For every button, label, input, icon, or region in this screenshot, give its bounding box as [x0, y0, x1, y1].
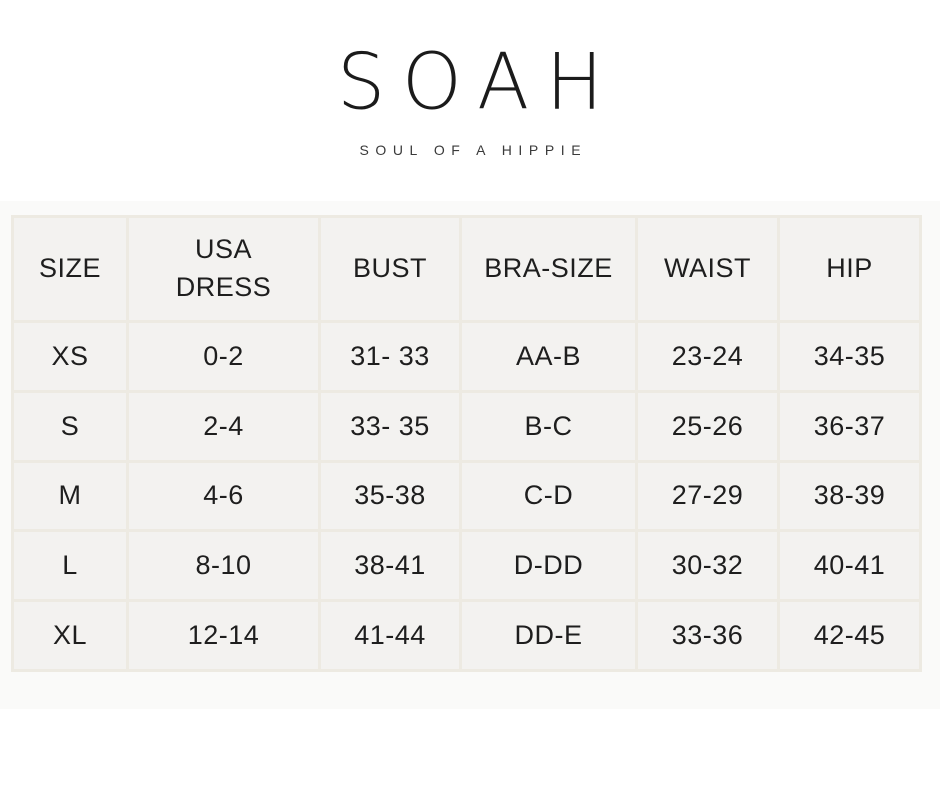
cell-usa-dress: 0-2	[126, 320, 321, 393]
cell-waist: 30-32	[635, 529, 780, 603]
cell-usa-dress: 4-6	[126, 459, 321, 533]
cell-bust: 35-38	[318, 459, 462, 533]
table-row-m: M 4-6 35-38 C-D 27-29 38-39	[11, 459, 922, 533]
column-header-bra-size: BRA-SIZE	[459, 215, 638, 323]
cell-hip: 38-39	[777, 459, 922, 533]
cell-hip: 40-41	[777, 529, 922, 603]
cell-bust: 38-41	[318, 529, 462, 603]
cell-bra-size: AA-B	[459, 320, 638, 393]
column-header-bust: BUST	[318, 215, 462, 323]
cell-size: XL	[11, 599, 129, 672]
brand-tagline: SOUL OF A HIPPIE	[359, 142, 588, 158]
table-row-xs: XS 0-2 31- 33 AA-B 23-24 34-35	[11, 320, 922, 393]
cell-usa-dress: 8-10	[126, 529, 321, 603]
cell-bra-size: B-C	[459, 389, 638, 463]
cell-size: M	[11, 459, 129, 533]
cell-hip: 36-37	[777, 389, 922, 463]
table-row-l: L 8-10 38-41 D-DD 30-32 40-41	[11, 529, 922, 603]
header-row: SIZE USA DRESS BUST BRA-SIZE WAIST HIP	[11, 215, 922, 323]
cell-size: L	[11, 529, 129, 603]
cell-waist: 25-26	[635, 389, 780, 463]
cell-size: XS	[11, 320, 129, 393]
cell-bra-size: DD-E	[459, 599, 638, 672]
cell-bust: 31- 33	[318, 320, 462, 393]
cell-bust: 41-44	[318, 599, 462, 672]
size-chart-table: SIZE USA DRESS BUST BRA-SIZE WAIST HIP X…	[11, 215, 922, 672]
column-header-size: SIZE	[11, 215, 129, 323]
cell-size: S	[11, 389, 129, 463]
cell-hip: 42-45	[777, 599, 922, 672]
cell-bust: 33- 35	[318, 389, 462, 463]
brand-header: SOAH SOUL OF A HIPPIE	[0, 0, 940, 201]
cell-usa-dress: 12-14	[126, 599, 321, 672]
cell-bra-size: D-DD	[459, 529, 638, 603]
cell-waist: 23-24	[635, 320, 780, 393]
size-chart-section: SIZE USA DRESS BUST BRA-SIZE WAIST HIP X…	[0, 201, 940, 709]
table-row-xl: XL 12-14 41-44 DD-E 33-36 42-45	[11, 599, 922, 672]
cell-waist: 27-29	[635, 459, 780, 533]
table-row-s: S 2-4 33- 35 B-C 25-26 36-37	[11, 389, 922, 463]
cell-waist: 33-36	[635, 599, 780, 672]
cell-hip: 34-35	[777, 320, 922, 393]
column-header-usa-dress: USA DRESS	[126, 215, 321, 323]
column-header-hip: HIP	[777, 215, 922, 323]
brand-logo: SOAH	[336, 36, 620, 127]
column-header-waist: WAIST	[635, 215, 780, 323]
cell-usa-dress: 2-4	[126, 389, 321, 463]
cell-bra-size: C-D	[459, 459, 638, 533]
